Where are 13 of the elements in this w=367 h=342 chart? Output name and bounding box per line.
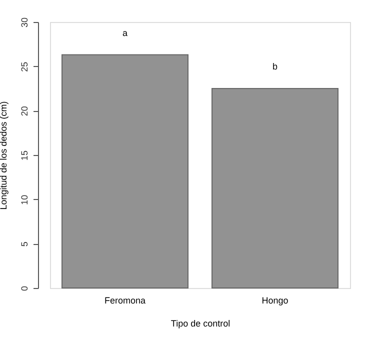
y-tick-label: 20 [20, 106, 30, 116]
x-tick-label: Hongo [262, 296, 288, 306]
y-tick-label: 5 [20, 242, 30, 247]
x-axis-title: Tipo de control [170, 318, 230, 328]
y-tick-label: 10 [20, 194, 30, 205]
annotation: b [272, 62, 278, 72]
y-tick-label: 0 [20, 286, 30, 292]
y-tick-label: 30 [20, 17, 30, 28]
x-tick-label: Feromona [104, 296, 146, 306]
annotation: a [122, 28, 128, 38]
y-axis-title: Longitud de los dedos (cm) [0, 101, 8, 210]
y-tick-label: 25 [20, 62, 30, 72]
y-tick-label: 15 [20, 150, 30, 161]
